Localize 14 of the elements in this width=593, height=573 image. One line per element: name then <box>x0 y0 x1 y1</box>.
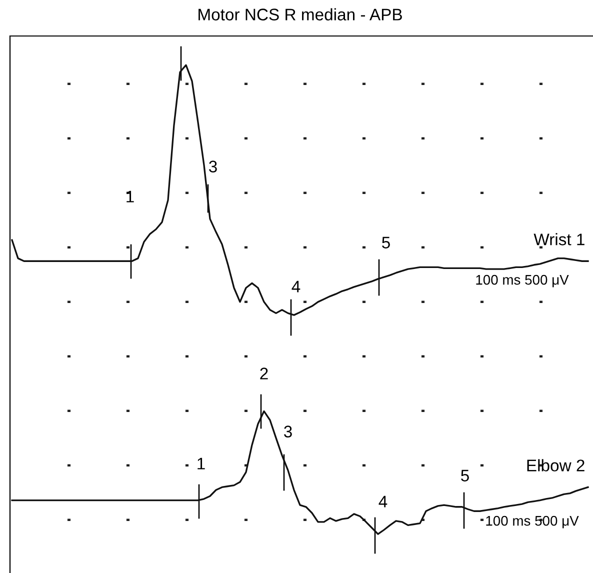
chart-title: Motor NCS R median - APB <box>198 8 402 20</box>
annotation: 1 <box>198 458 205 470</box>
annotation: 4 <box>378 496 388 508</box>
annotation: 3 <box>284 426 292 438</box>
annotation: 4 <box>292 280 300 292</box>
annotation: 2 <box>260 368 268 380</box>
annotation: 5 <box>382 236 390 248</box>
annotation: 1 <box>126 190 134 202</box>
annotation: 3 <box>209 160 217 172</box>
series-label: Wrist 1 <box>534 233 584 246</box>
series-label: Elbow 2 <box>527 459 584 472</box>
annotation: 5 <box>461 470 469 482</box>
annotation: 100 ms 500 μV <box>486 516 579 528</box>
annotation: 100 ms 500 μV <box>476 274 569 288</box>
